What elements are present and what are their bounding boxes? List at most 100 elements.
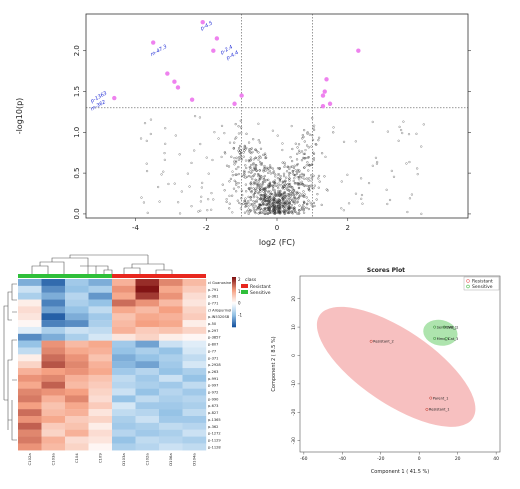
feature-point	[238, 144, 242, 148]
feature-point	[311, 205, 314, 208]
class-legend-swatch-sensitive	[241, 290, 248, 294]
heatmap-cell	[88, 340, 113, 348]
feature-point	[288, 196, 291, 200]
feature-point	[260, 163, 263, 166]
heatmap-cell	[159, 388, 183, 396]
heatmap-cell	[182, 368, 207, 376]
feature-point	[291, 190, 294, 193]
feature-point	[268, 164, 272, 167]
feature-point	[244, 205, 247, 208]
heatmap-cell	[135, 333, 160, 341]
feature-point	[254, 205, 258, 208]
feature-point	[279, 193, 282, 196]
heatmap-cell	[18, 299, 42, 307]
color-scale-step	[232, 304, 236, 307]
feature-point	[312, 174, 315, 177]
feature-point	[158, 200, 161, 203]
heatmap-cell	[112, 395, 136, 403]
heatmap-cell	[65, 354, 89, 362]
row-label: p-991	[208, 377, 218, 381]
x-tick-label: -4	[132, 224, 140, 232]
feature-point	[257, 186, 260, 189]
feature-point	[303, 129, 306, 132]
feature-point	[250, 164, 253, 167]
feature-point	[233, 179, 236, 182]
feature-point	[288, 167, 291, 170]
color-scale-step	[232, 300, 236, 303]
heatmap-cell	[135, 368, 160, 376]
feature-point	[286, 165, 289, 169]
feature-point	[297, 143, 301, 146]
significant-point	[175, 85, 181, 90]
feature-point	[267, 191, 270, 194]
feature-point	[262, 210, 266, 213]
feature-point	[320, 203, 323, 206]
heatmap-cell	[135, 313, 160, 321]
feature-point	[298, 204, 301, 207]
heatmap-cells	[18, 279, 207, 451]
feature-point	[300, 159, 304, 162]
feature-point	[234, 173, 237, 176]
feature-point	[277, 199, 280, 202]
feature-point	[385, 188, 388, 191]
color-scale-step	[232, 297, 236, 299]
feature-point	[240, 131, 243, 134]
scores-plot: Scores Plot Resistant_2Parent_1Resistant…	[271, 267, 501, 475]
feature-point	[252, 193, 255, 196]
feature-point	[302, 152, 305, 156]
feature-point	[249, 189, 252, 192]
feature-point	[249, 186, 253, 189]
feature-point	[250, 147, 253, 150]
color-scale-step	[232, 315, 236, 318]
heatmap-cell	[41, 374, 66, 382]
feature-point	[210, 192, 213, 195]
row-label: p-3857	[208, 336, 221, 340]
feature-point	[299, 182, 302, 185]
feature-point	[248, 148, 251, 151]
feature-point	[272, 183, 275, 187]
feature-point	[235, 173, 238, 176]
feature-point	[291, 186, 294, 189]
feature-point	[252, 163, 255, 166]
feature-point	[220, 155, 223, 159]
feature-point	[247, 159, 250, 162]
feature-point	[308, 185, 311, 188]
scores-y-ticks: 20 10 0 -10 -20 -30	[291, 296, 300, 444]
y-tick-label: 0	[291, 354, 297, 357]
feature-point	[281, 183, 284, 186]
feature-point	[231, 194, 234, 197]
feature-point	[312, 126, 315, 129]
feature-point	[224, 152, 227, 155]
heatmap-cell	[182, 443, 207, 451]
feature-point	[264, 152, 267, 155]
resistant-ellipse	[316, 306, 476, 427]
feature-point	[149, 132, 152, 136]
color-scale-step	[232, 314, 236, 317]
feature-point	[242, 172, 246, 175]
feature-point	[263, 164, 266, 168]
heatmap-cell	[112, 285, 136, 293]
column-label: C102a	[144, 453, 149, 465]
heatmap-cell	[18, 292, 42, 300]
feature-point	[302, 173, 305, 176]
row-label: p-990	[208, 397, 219, 401]
heatmap-cell	[135, 402, 160, 410]
feature-point	[303, 206, 306, 209]
volcano-plot-frame	[85, 13, 469, 219]
feature-point	[241, 194, 244, 197]
heatmap-cell	[18, 279, 42, 287]
feature-point	[247, 212, 250, 215]
y-tick-label: -10	[291, 380, 297, 387]
feature-point	[252, 158, 255, 161]
feature-point	[296, 182, 299, 185]
feature-point	[274, 194, 277, 197]
color-scale-tick: 0	[238, 301, 241, 306]
feature-point	[292, 189, 295, 192]
feature-point	[249, 209, 253, 212]
heatmap-class-legend: class Resistant Sensitive	[241, 277, 271, 296]
feature-point	[264, 200, 267, 203]
color-scale-step	[232, 288, 236, 290]
feature-point	[257, 151, 260, 154]
